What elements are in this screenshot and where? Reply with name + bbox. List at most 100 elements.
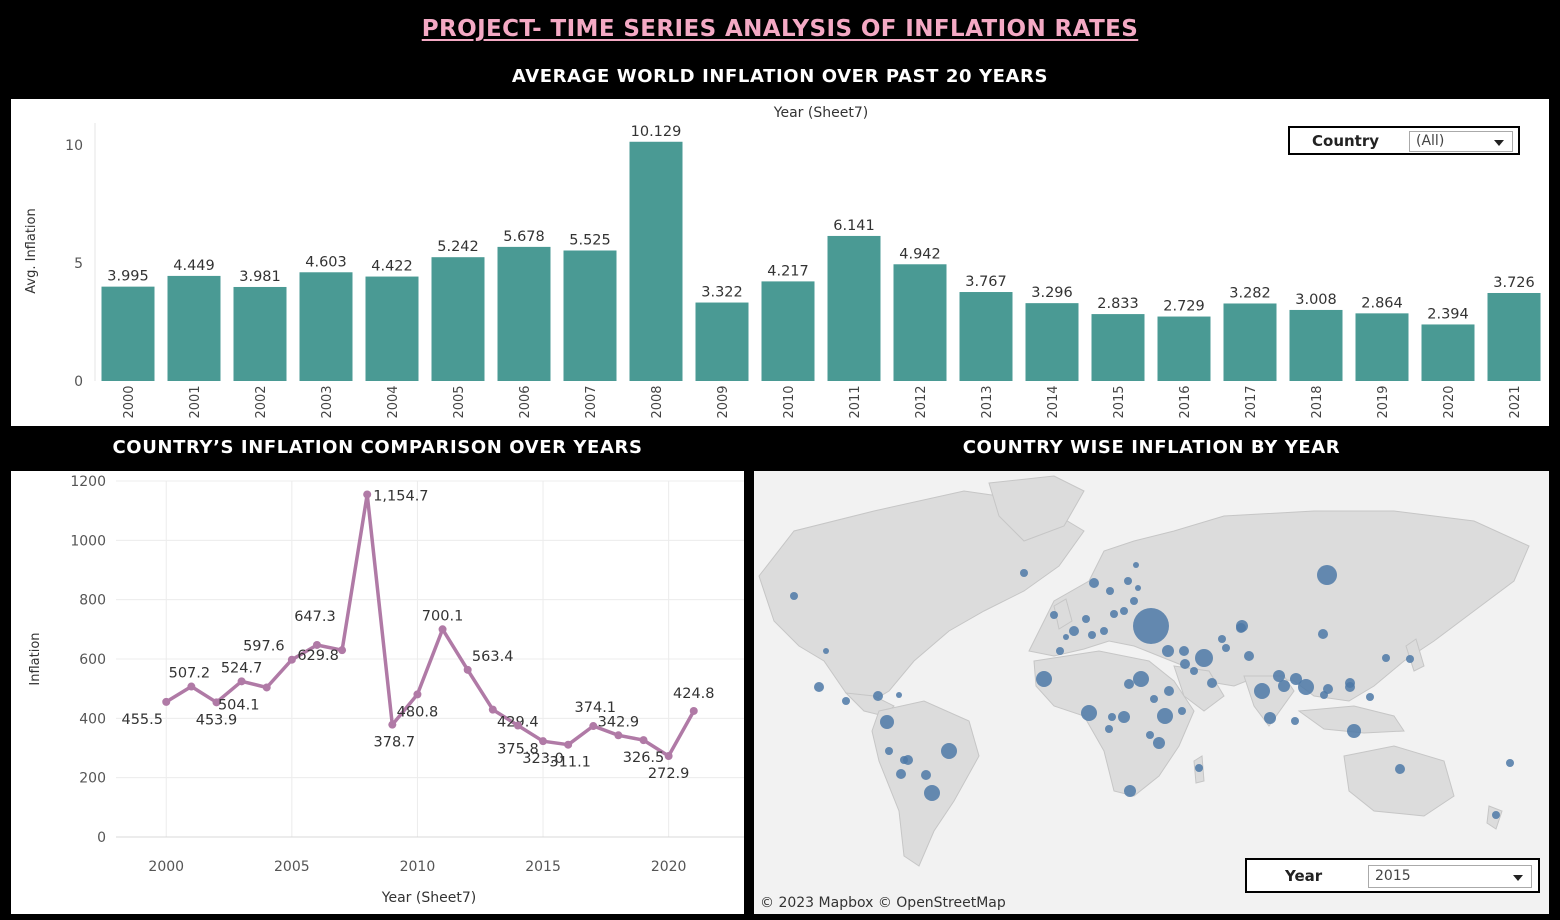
x-tick-label: 2009 [716,385,731,418]
bar [233,286,287,381]
bar [167,275,221,381]
map-dot [1273,670,1285,682]
x-tick-label: 2019 [1376,385,1391,418]
map-dot [1124,577,1132,585]
bar [1157,316,1211,381]
year-filter[interactable]: Year 2015 [1245,858,1540,893]
line-point [614,731,623,740]
y-axis-title: Avg. Inflation [24,208,39,293]
bar [1289,309,1343,381]
x-tick-label: 2007 [584,385,599,418]
map-dot [1179,646,1189,656]
bar-value-label: 6.141 [833,218,875,234]
bar [365,276,419,381]
point-value-label: 374.1 [575,700,617,716]
map-dot [1110,610,1118,618]
dashboard-title: PROJECT- TIME SERIES ANALYSIS OF INFLATI… [421,16,1139,42]
x-tick-label: 2008 [650,385,665,418]
country-select[interactable]: (All) [1409,131,1513,152]
map-dot [1106,587,1114,595]
map-dot [1195,764,1203,772]
line-point [363,490,372,499]
bar [431,257,485,381]
eurasia-land [1028,510,1530,702]
bar-value-label: 5.525 [569,233,611,249]
map-dots[interactable] [790,562,1514,819]
map-dot [1207,678,1217,688]
line-point [639,736,648,745]
bar [299,272,353,381]
bar-value-label: 5.678 [503,229,545,245]
x-tick-label: 2005 [274,859,310,875]
map-dot [1089,578,1099,588]
bar-value-label: 2.394 [1427,306,1469,322]
x-tick-label: 2003 [320,385,335,418]
point-value-label: 480.8 [397,704,439,720]
point-value-label: 342.9 [598,714,640,730]
point-value-label: 504.1 [218,697,260,713]
map-dot [1264,712,1276,724]
point-value-label: 597.6 [243,639,285,655]
chevron-down-icon [1513,874,1523,881]
map-dot [1236,623,1246,633]
line-point [564,740,573,749]
point-value-label: 647.3 [294,609,336,625]
map-dot [1036,671,1052,687]
map-dot [941,743,957,759]
bar [1223,303,1277,381]
y-tick-label: 0 [74,374,83,390]
bar-value-label: 2.729 [1163,299,1205,315]
map-dot [1088,631,1096,639]
bar-value-label: 3.767 [965,274,1007,290]
x-tick-label: 2016 [1178,385,1193,418]
line-chart: 0 200 400 600 800 1000 1200 2000 2005 2010 2015 202… [28,474,744,906]
series-line [165,492,696,758]
bar-value-label: 3.322 [701,285,743,301]
x-tick-label: 2012 [914,385,929,418]
line-point [488,705,497,714]
map-dot [1218,635,1226,643]
line-point [388,720,397,729]
map-dot [1063,634,1069,640]
map-attribution: © 2023 Mapbox © OpenStreetMap [760,895,1006,911]
south-america-land [871,700,980,867]
point-value-label: 507.2 [169,666,211,682]
bar-value-label: 4.217 [767,263,809,279]
bar [1421,324,1475,381]
y-tick-label: 10 [65,138,83,154]
line-point [589,722,598,731]
bar-value-label: 10.129 [631,124,682,140]
greenland-land [988,475,1085,542]
map-dot [896,692,902,698]
world-map[interactable] [754,471,1549,914]
country-filter[interactable]: Country (All) [1288,126,1520,155]
map-dot [1020,569,1028,577]
bar-value-label: 5.242 [437,239,479,255]
line-point [463,665,472,674]
line-point [187,682,196,691]
map-panel[interactable]: © 2023 Mapbox © OpenStreetMap Year 2015 [754,471,1549,914]
map-dot [823,648,829,654]
map-dot [1133,562,1139,568]
map-dot [1150,695,1158,703]
line-chart-panel: 0 200 400 600 800 1000 1200 2000 2005 2010 2015 202… [11,471,744,914]
bar [1355,313,1409,381]
bar [761,281,815,381]
map-dot [1345,682,1355,692]
bar-value-label: 3.726 [1493,275,1535,291]
year-select[interactable]: 2015 [1368,865,1532,888]
southeast-asia-islands-land [1297,705,1405,734]
point-value-label: 524.7 [221,660,263,676]
chart-title: Year (Sheet7) [773,105,868,121]
map-dot [1366,693,1374,701]
bar [629,141,683,381]
line-point [413,690,422,699]
line-point [664,752,673,761]
map-dot [880,715,894,729]
map-dot [1108,713,1116,721]
bar [1025,303,1079,381]
x-tick-label: 2015 [1112,385,1127,418]
map-dot [1492,811,1500,819]
y-tick-label: 200 [79,771,106,787]
map-dot [1120,607,1128,615]
